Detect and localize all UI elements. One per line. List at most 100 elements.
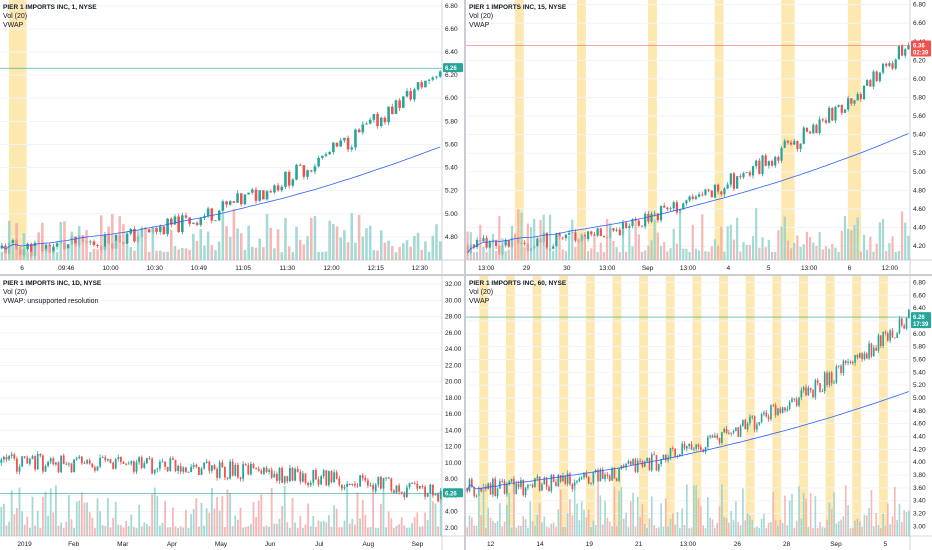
volume-bar — [247, 526, 250, 536]
candle-body — [612, 228, 615, 231]
volume-bar — [538, 502, 541, 536]
volume-bar — [612, 241, 615, 260]
volume-bar — [361, 236, 365, 260]
candle-body — [615, 478, 618, 481]
vol-indicator-label[interactable]: Vol (20) — [3, 289, 28, 296]
volume-bar — [7, 220, 11, 260]
candle-body — [257, 468, 260, 471]
candle-body — [276, 185, 280, 191]
volume-bar — [503, 521, 506, 536]
volume-bar — [104, 525, 107, 536]
volume-bar — [257, 500, 260, 536]
y-axis-tick-label: 6.00 — [913, 331, 926, 338]
candle-body — [805, 387, 807, 396]
volume-bar — [510, 527, 513, 536]
volume-bar — [348, 523, 351, 536]
volume-bar — [439, 499, 442, 536]
symbol-title[interactable]: PIER 1 IMPORTS INC, 1D, NYSE — [3, 280, 102, 287]
vwap-indicator-label[interactable]: VWAP — [3, 22, 24, 29]
volume-bar — [135, 528, 138, 536]
candle-body — [162, 226, 166, 235]
volume-bar — [634, 526, 637, 536]
vol-indicator-label[interactable]: Vol (20) — [3, 13, 28, 20]
volume-bar — [158, 250, 162, 260]
session-band — [825, 276, 835, 536]
y-axis-tick-label: 22.00 — [445, 362, 462, 369]
volume-bar — [596, 252, 599, 260]
volume-bar — [730, 510, 733, 536]
volume-bar — [828, 248, 831, 260]
vwap-indicator-label[interactable]: VWAP — [469, 22, 490, 29]
symbol-title[interactable]: PIER 1 IMPORTS INC, 60, NYSE — [469, 280, 567, 287]
candle-body — [41, 455, 44, 472]
volume-bar — [844, 485, 847, 536]
symbol-title[interactable]: PIER 1 IMPORTS INC, 1, NYSE — [3, 4, 97, 11]
volume-bar — [52, 250, 55, 260]
vol-indicator-label[interactable]: Vol (20) — [469, 13, 494, 20]
candle-body — [173, 216, 177, 225]
volume-bar — [413, 236, 416, 260]
candle-body — [234, 464, 237, 476]
volume-bar — [88, 251, 92, 260]
vwap-line — [467, 133, 909, 254]
candle-body — [402, 96, 405, 108]
symbol-title[interactable]: PIER 1 IMPORTS INC, 15, NYSE — [469, 4, 567, 11]
volume-bar — [555, 246, 558, 260]
vwap-indicator-label[interactable]: VWAP: unsupported resolution — [3, 298, 99, 305]
chart-pane-daily[interactable]: PIER 1 IMPORTS INC, 1D, NYSE Vol (20) VW… — [0, 276, 464, 550]
candle-body — [18, 466, 21, 472]
volume-bar — [236, 519, 239, 536]
volume-bar — [298, 239, 302, 260]
candle-body — [877, 335, 880, 351]
chart-pane-15min[interactable]: PIER 1 IMPORTS INC, 15, NYSE Vol (20) VW… — [466, 0, 932, 274]
candle-body — [593, 234, 596, 236]
last-price-badge — [443, 63, 463, 73]
candle-body — [195, 222, 199, 225]
volume-bar — [4, 247, 7, 260]
candle-body — [816, 380, 819, 384]
candle-body — [356, 485, 359, 487]
candle-body — [552, 475, 555, 482]
volume-bar — [429, 493, 432, 536]
candle-body — [522, 480, 525, 496]
candle-body — [866, 80, 869, 86]
vwap-indicator-label[interactable]: VWAP — [469, 298, 490, 305]
candle-body — [695, 444, 697, 449]
candle-body — [555, 481, 557, 487]
candle-body — [905, 317, 908, 329]
candle-body — [480, 487, 483, 492]
candle-body — [784, 407, 786, 411]
volume-bar — [900, 211, 904, 260]
candle-body — [427, 79, 431, 81]
chart-pane-60min[interactable]: PIER 1 IMPORTS INC, 60, NYSE Vol (20) VW… — [466, 276, 932, 550]
volume-bar — [650, 496, 653, 536]
volume-bar — [552, 522, 555, 536]
candle-body — [495, 241, 498, 246]
x-axis-tick-label: 13:00 — [680, 265, 697, 272]
volume-bar — [567, 235, 571, 260]
chart-pane-1min[interactable]: PIER 1 IMPORTS INC, 1, NYSE Vol (20) VWA… — [0, 0, 464, 274]
volume-bar — [833, 492, 835, 536]
vol-indicator-label[interactable]: Vol (20) — [469, 289, 494, 296]
x-axis-tick-label: Mar — [117, 541, 129, 548]
volume-bar — [5, 525, 8, 536]
candle-body — [504, 240, 507, 246]
candle-body — [135, 462, 138, 472]
volume-bar — [780, 226, 783, 260]
y-axis-tick-label: 6.20 — [913, 57, 926, 64]
y-axis-tick-label: 4.60 — [913, 206, 926, 213]
candle-body — [566, 473, 569, 484]
candle-body — [503, 481, 506, 494]
candle-body — [314, 470, 317, 480]
candle-body — [482, 237, 485, 242]
candle-body — [251, 189, 254, 193]
candle-body — [567, 233, 571, 235]
volume-bar — [533, 218, 536, 260]
session-band — [692, 276, 702, 536]
candle-body — [496, 488, 499, 497]
volume-bar — [244, 526, 247, 536]
candle-body — [225, 201, 228, 205]
candle-body — [850, 98, 853, 104]
candle-body — [713, 184, 717, 198]
candle-body — [343, 486, 346, 489]
